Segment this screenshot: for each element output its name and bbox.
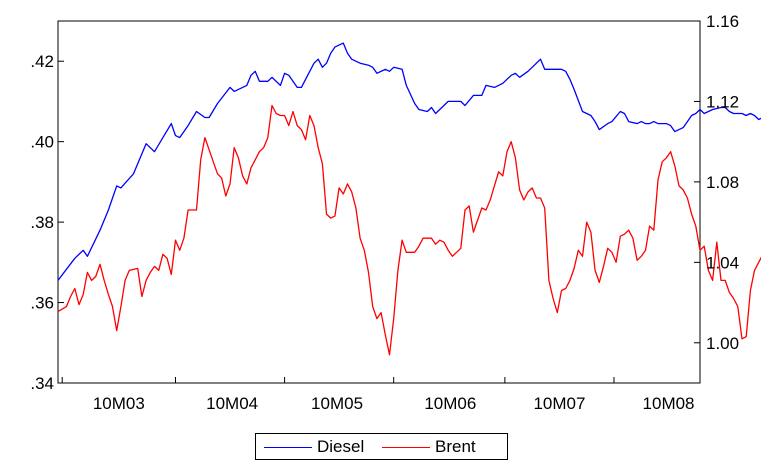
left-axis-tick-label: .36 <box>30 294 54 313</box>
right-axis-tick-label: 1.16 <box>706 12 739 31</box>
x-axis-tick-label: 10M03 <box>93 394 145 413</box>
axes <box>57 20 701 384</box>
x-axis-tick-label: 10M06 <box>424 394 476 413</box>
legend-swatch-brent <box>382 447 430 448</box>
right-axis-tick-label: 1.04 <box>706 253 739 272</box>
right-axis-tick-label: 1.00 <box>706 334 739 353</box>
left-axis-tick-label: .40 <box>30 133 54 152</box>
left-axis-tick-label: .34 <box>30 374 54 393</box>
left-axis-tick-label: .42 <box>30 52 54 71</box>
series-lines <box>57 42 761 356</box>
legend-label-diesel: Diesel <box>317 437 365 456</box>
legend-label-brent: Brent <box>435 437 476 456</box>
legend-swatch-diesel <box>264 447 312 448</box>
x-axis-tick-label: 10M04 <box>206 394 258 413</box>
left-axis-tick-label: .38 <box>30 213 54 232</box>
series-line-brent <box>57 104 761 356</box>
chart-legend: Diesel Brent <box>255 433 508 460</box>
x-axis-tick-label: 10M05 <box>311 394 363 413</box>
plot-frame <box>57 20 701 384</box>
right-axis-tick-label: 1.08 <box>706 173 739 192</box>
tick-labels: .34 .36 .38 .40 .42 1.00 1.04 1.08 1.12 1.16 10M03… <box>30 12 739 413</box>
x-axis-tick-label: 10M08 <box>643 394 695 413</box>
x-axis-tick-label: 10M07 <box>533 394 585 413</box>
right-axis-tick-label: 1.12 <box>706 92 739 111</box>
series-line-diesel <box>57 42 761 281</box>
